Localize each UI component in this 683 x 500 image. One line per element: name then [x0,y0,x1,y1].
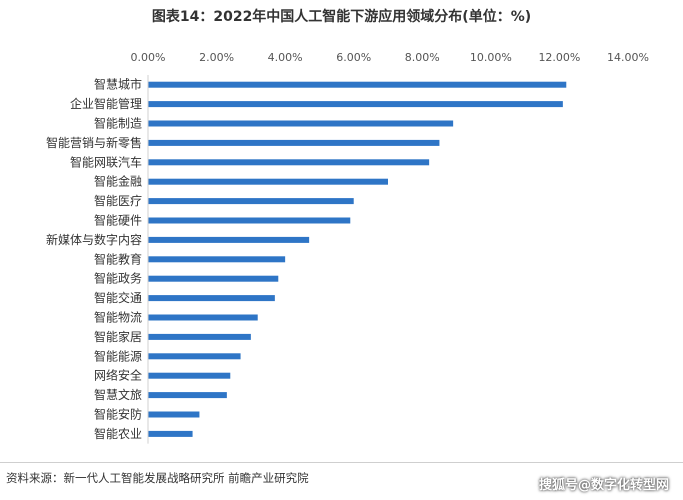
x-tick-label: 6.00% [336,51,371,64]
bar [148,333,251,340]
bar [148,236,310,243]
bar [148,372,231,379]
category-label: 智能家居 [94,329,142,344]
category-label: 智能硬件 [94,213,142,228]
bar [148,430,193,437]
category-label: 智能农业 [94,426,142,441]
bar [148,101,563,108]
bar [148,81,567,88]
source-note: 资料来源：新一代人工智能发展战略研究所 前瞻产业研究院 [6,471,309,485]
bar [148,198,354,205]
watermark-text: 搜狐号@数字化转型网 [538,478,669,493]
category-label: 智慧城市 [94,77,142,92]
category-label: 智能营销与新零售 [46,135,142,150]
category-label: 智能能源 [94,348,142,363]
bar [148,217,351,224]
x-tick-label: 8.00% [405,51,440,64]
category-label: 智能金融 [94,174,142,189]
bar [148,120,454,127]
footer-divider [0,462,683,463]
category-label: 智能医疗 [94,193,142,208]
bar [148,159,430,166]
bar [148,411,200,418]
bar [148,295,275,302]
category-label: 智慧文旅 [94,387,142,402]
x-tick-label: 4.00% [268,51,303,64]
category-label: 智能安防 [94,407,142,422]
x-tick-label: 14.00% [607,51,649,64]
category-label: 智能教育 [94,251,142,266]
x-tick-label: 0.00% [131,51,166,64]
x-tick-label: 2.00% [199,51,234,64]
category-labels: 智慧城市企业智能管理智能制造智能营销与新零售智能网联汽车智能金融智能医疗智能硬件… [46,77,142,441]
category-label: 智能政务 [94,271,142,286]
bar [148,275,279,282]
chart-title: 图表14：2022年中国人工智能下游应用领域分布(单位：%) [151,9,532,25]
bar [148,392,227,399]
category-label: 智能网联汽车 [70,154,142,169]
category-label: 企业智能管理 [70,96,142,111]
category-label: 智能交通 [94,290,142,305]
bar [148,139,440,146]
category-label: 智能物流 [94,310,142,325]
category-label: 新媒体与数字内容 [46,232,142,247]
bars [148,81,567,437]
category-label: 智能制造 [94,116,142,131]
x-tick-label: 10.00% [470,51,512,64]
bar [148,353,241,360]
x-tick-label: 12.00% [538,51,580,64]
x-axis-ticks: 0.00% 2.00% 4.00% 6.00% 8.00% 10.00% 12.00% 14.… [131,51,649,64]
bar [148,256,286,263]
category-label: 网络安全 [94,368,142,383]
bar [148,178,388,185]
bar [148,314,258,321]
bar-chart: 0.00% 2.00% 4.00% 6.00% 8.00% 10.00% 12.00% 14.… [46,51,649,444]
